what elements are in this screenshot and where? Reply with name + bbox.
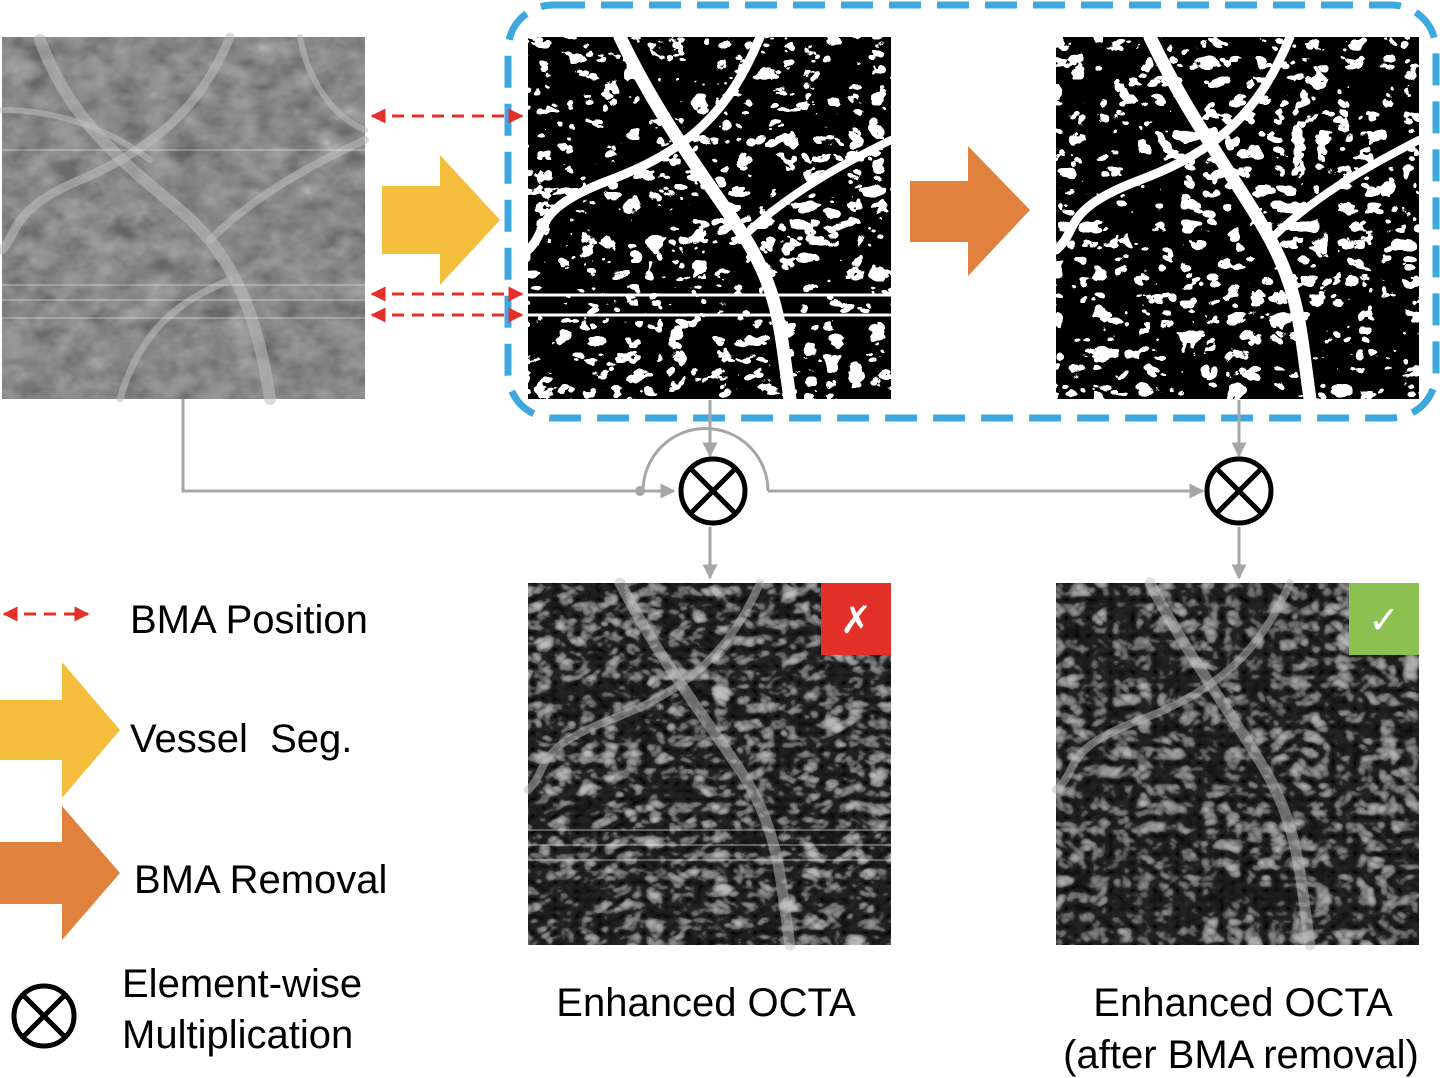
enhanced-octa-caption: Enhanced OCTA [556, 981, 856, 1025]
junction-dot [635, 486, 645, 496]
legend: BMA Position Vessel Seg. BMA Removal Ele… [0, 598, 387, 1057]
bma-removal-arrow [910, 146, 1030, 276]
vessel-seg-arrow [382, 155, 500, 285]
legend-bma-removal-label: BMA Removal [134, 858, 387, 902]
bma-position-arrows [370, 108, 524, 323]
legend-multiplication-label-line2: Multiplication [122, 1013, 353, 1057]
element-wise-multiplication-icon [11, 983, 77, 1049]
input-octa-image [0, 32, 369, 405]
element-wise-multiplication-icon [678, 456, 748, 526]
enhanced-octa-image [524, 577, 891, 951]
segmentation-group-box [504, 1, 1440, 422]
legend-bma-removal-arrow [0, 806, 120, 940]
element-wise-multiplication-icon [1204, 456, 1274, 526]
enhanced-octa-after-caption-line1: Enhanced OCTA [1093, 981, 1393, 1025]
legend-multiplication-label-line1: Element-wise [122, 962, 362, 1006]
enhanced-octa-after-caption-line2: (after BMA removal) [1063, 1033, 1419, 1077]
cross-mark-icon: ✗ [840, 598, 872, 642]
segmentation-image [523, 30, 895, 406]
pass-badge: ✓ [1349, 583, 1419, 655]
legend-vessel-seg-label: Vessel Seg. [130, 717, 352, 761]
bma-removed-segmentation-image [1051, 30, 1423, 406]
legend-vessel-seg-arrow [0, 662, 120, 798]
legend-bma-position-label: BMA Position [130, 598, 368, 642]
check-mark-icon: ✓ [1368, 598, 1400, 642]
fail-badge: ✗ [821, 583, 891, 655]
